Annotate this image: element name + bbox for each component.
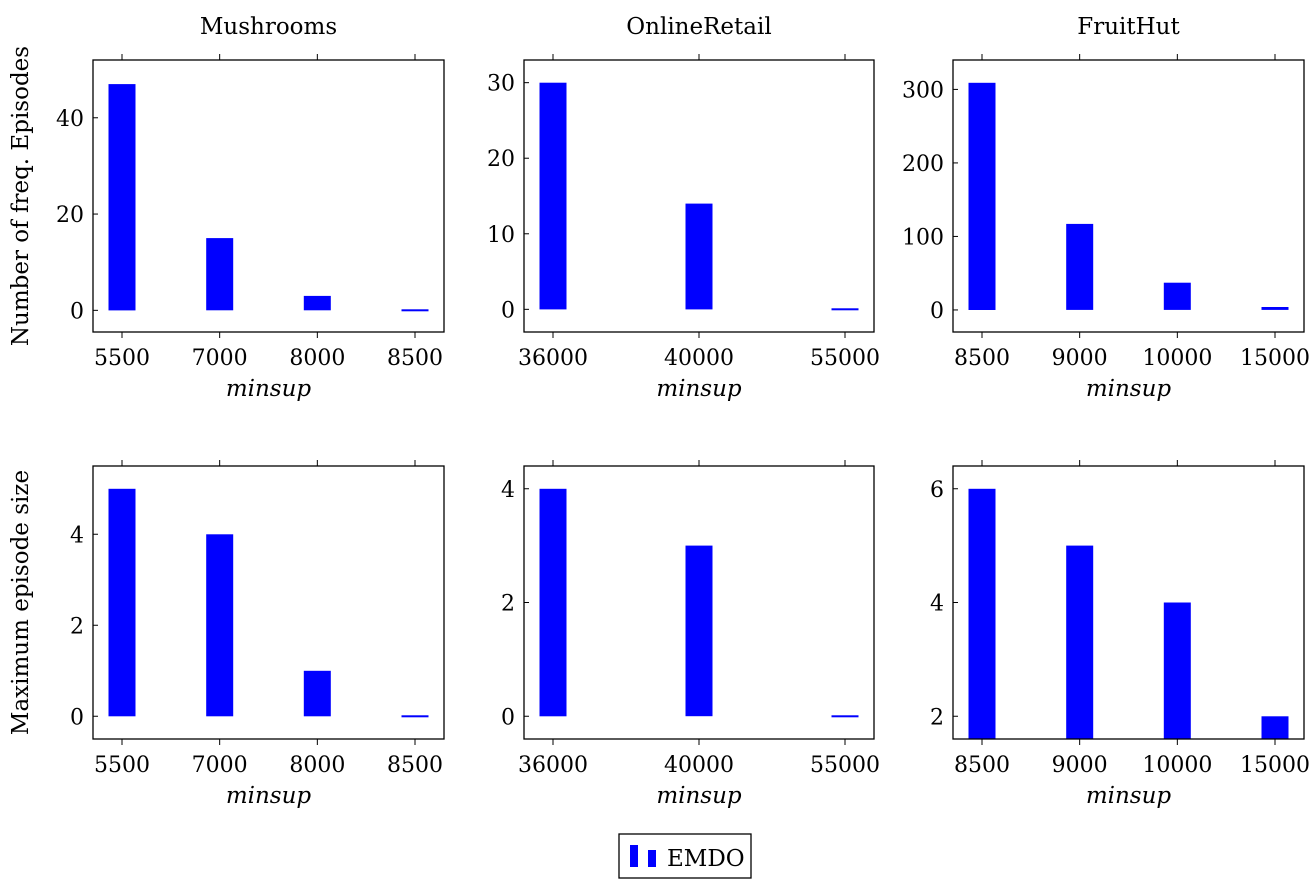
chart-title: Mushrooms — [200, 14, 337, 40]
y-tick-label: 200 — [902, 152, 944, 177]
x-tick-label: 40000 — [664, 346, 734, 371]
x-tick-label: 10000 — [1142, 346, 1212, 371]
x-axis-label: minsup — [1086, 376, 1172, 402]
bar-8500 — [401, 309, 429, 312]
y-tick-label: 40 — [56, 107, 84, 132]
y-tick-label: 300 — [902, 78, 944, 103]
x-tick-label: 36000 — [518, 753, 588, 778]
x-tick-label: 55000 — [810, 346, 880, 371]
y-tick-label: 4 — [501, 478, 515, 503]
x-axis-label: minsup — [656, 783, 742, 809]
bar-40000 — [685, 545, 713, 717]
bar-5500 — [108, 488, 136, 717]
axes-frame — [92, 59, 445, 333]
chart-title: OnlineRetail — [626, 14, 771, 40]
x-tick-label: 7000 — [192, 753, 248, 778]
y-axis-label: Number of freq. Episodes — [8, 46, 34, 346]
chart-panel-1: 5500 7000 8000 8500 0 20 40 minsup Mushrooms Numb… — [8, 14, 445, 402]
y-tick-label: 100 — [902, 225, 944, 250]
bar-8500 — [968, 82, 996, 310]
y-tick-label: 2 — [501, 592, 515, 617]
y-tick-label: 30 — [487, 72, 515, 97]
charts-grid: 5500 7000 8000 850002040minsupMushroomsNumb… — [8, 14, 1310, 809]
bar-40000 — [685, 203, 713, 310]
x-tick-label: 55000 — [810, 753, 880, 778]
chart-panel-5: 36000 40000 55000 0 2 4 minsup — [501, 460, 880, 809]
y-tick-label: 0 — [501, 298, 515, 323]
chart-panel-3: 8500 9000 10000 15000 0 100 200 300 minsup FruitH… — [902, 14, 1310, 402]
x-tick-label: 8000 — [289, 753, 345, 778]
y-tick-label: 0 — [930, 299, 944, 324]
bar-9000 — [1066, 223, 1094, 310]
bar-15000 — [1261, 716, 1289, 740]
chart-title: FruitHut — [1077, 14, 1180, 40]
bar-8500 — [968, 488, 996, 740]
bar-5500 — [108, 84, 136, 311]
bar-7000 — [206, 238, 234, 311]
y-tick-label: 2 — [930, 705, 944, 730]
x-axis-label: minsup — [226, 783, 312, 809]
x-tick-label: 9000 — [1052, 346, 1108, 371]
x-tick-label: 9000 — [1052, 753, 1108, 778]
x-axis-label: minsup — [1086, 783, 1172, 809]
legend-swatch-bar-1 — [630, 845, 638, 867]
bar-8500 — [401, 715, 429, 718]
bar-15000 — [1261, 307, 1289, 310]
legend: EMDO — [618, 833, 752, 879]
x-tick-label: 36000 — [518, 346, 588, 371]
legend-box — [618, 833, 752, 879]
bar-7000 — [206, 534, 234, 717]
x-tick-label: 8500 — [954, 346, 1010, 371]
bar-10000 — [1163, 602, 1191, 739]
legend-swatch-bar-2 — [648, 850, 656, 867]
y-tick-label: 0 — [70, 705, 84, 730]
x-tick-label: 5500 — [94, 753, 150, 778]
chart-panel-6: 8500 9000 10000 15000 2 4 6 minsup — [930, 460, 1310, 809]
bar-36000 — [539, 488, 567, 717]
x-tick-label: 15000 — [1240, 346, 1310, 371]
y-tick-label: 4 — [930, 592, 944, 617]
y-tick-label: 0 — [501, 705, 515, 730]
bar-8000 — [303, 295, 331, 311]
x-tick-label: 15000 — [1240, 753, 1310, 778]
bar-8000 — [303, 670, 331, 717]
x-tick-label: 5500 — [94, 346, 150, 371]
y-tick-label: 2 — [70, 614, 84, 639]
x-axis-label: minsup — [226, 376, 312, 402]
x-tick-label: 8500 — [387, 753, 443, 778]
y-tick-label: 20 — [56, 203, 84, 228]
y-tick-label: 10 — [487, 223, 515, 248]
bar-10000 — [1163, 282, 1191, 310]
bar-36000 — [539, 82, 567, 310]
x-tick-label: 10000 — [1142, 753, 1212, 778]
chart-panel-4: 5500 7000 8000 8500 0 2 4 minsup Maximum episode… — [8, 460, 445, 809]
legend-label: EMDO — [667, 846, 745, 872]
y-tick-label: 4 — [70, 523, 84, 548]
y-tick-label: 0 — [70, 299, 84, 324]
bar-55000 — [831, 715, 859, 718]
x-tick-label: 8500 — [387, 346, 443, 371]
bar-55000 — [831, 308, 859, 311]
x-axis-label: minsup — [656, 376, 742, 402]
bar-9000 — [1066, 545, 1094, 739]
chart-panel-2: 36000 40000 55000 0 10 20 30 minsup OnlineRetail — [487, 14, 880, 402]
x-tick-label: 8500 — [954, 753, 1010, 778]
y-tick-label: 20 — [487, 147, 515, 172]
x-tick-label: 40000 — [664, 753, 734, 778]
axes-frame — [952, 465, 1305, 740]
y-axis-label: Maximum episode size — [8, 470, 34, 735]
axes-frame — [952, 59, 1305, 333]
x-tick-label: 8000 — [289, 346, 345, 371]
x-tick-label: 7000 — [192, 346, 248, 371]
y-tick-label: 6 — [930, 478, 944, 503]
axes-frame — [92, 465, 445, 740]
